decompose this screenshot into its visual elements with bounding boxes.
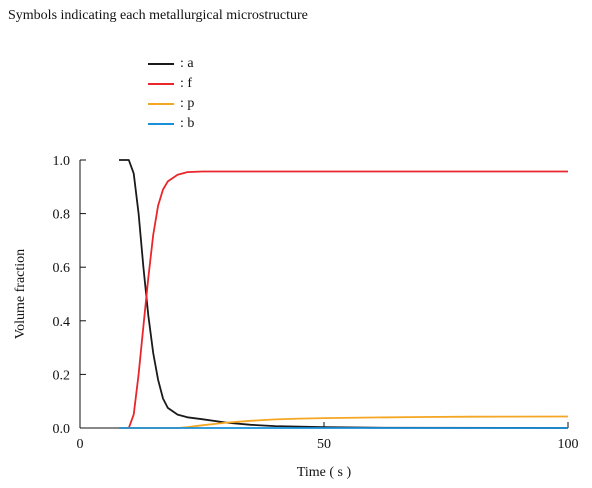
- y-axis-title: Volume fraction: [13, 249, 28, 339]
- legend-swatch-a: [148, 63, 174, 65]
- legend-label-p: : p: [180, 96, 195, 111]
- x-tick-label: 100: [558, 437, 579, 452]
- legend-entry-a: : a: [148, 54, 194, 74]
- y-tick-label: 0.6: [53, 261, 71, 276]
- y-tick-label: 0.2: [53, 368, 71, 383]
- series-lines: [119, 159, 569, 429]
- legend-swatch-b: [148, 123, 174, 125]
- y-tick-label: 0.4: [53, 315, 71, 330]
- x-tick-label: 0: [77, 437, 84, 452]
- series-line-a: [119, 159, 569, 429]
- legend-title: Symbols indicating each metallurgical mi…: [8, 8, 308, 23]
- legend-swatch-p: [148, 103, 174, 105]
- legend-entry-f: : f: [148, 74, 194, 94]
- legend-entry-b: : b: [148, 114, 194, 134]
- y-tick-label: 0.8: [53, 208, 71, 223]
- legend: : a : f : p : b: [148, 54, 194, 134]
- y-tick-label: 1.0: [53, 154, 71, 169]
- legend-label-f: : f: [180, 76, 193, 91]
- legend-label-a: : a: [180, 56, 194, 71]
- legend-label-b: : b: [180, 116, 195, 131]
- x-axis-title: Time ( s ): [297, 465, 352, 480]
- x-tick-label: 50: [317, 437, 331, 452]
- y-tick-label: 0.0: [53, 422, 71, 437]
- legend-swatch-f: [148, 83, 174, 85]
- ticks: 0.0 0.2 0.4 0.6 0.8 1.0 0 50 100: [53, 154, 579, 452]
- series-line-p: [119, 415, 569, 429]
- series-line-f: [119, 170, 568, 429]
- legend-entry-p: : p: [148, 94, 194, 114]
- axes: [79, 160, 568, 429]
